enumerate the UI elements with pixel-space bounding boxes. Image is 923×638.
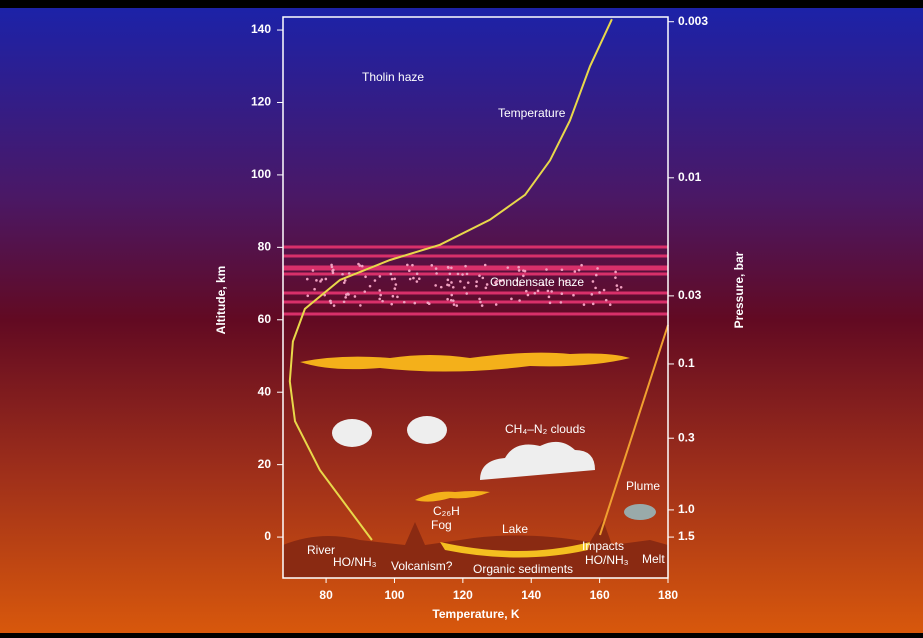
y-tick-label: 20: [258, 457, 272, 471]
annotation: Fog: [431, 518, 452, 532]
annotation: Condensate haze: [490, 275, 584, 289]
y2-tick-label: 1.0: [678, 502, 695, 516]
annotation: HO/NH₃: [333, 555, 377, 569]
y2-tick-label: 0.03: [678, 288, 702, 302]
annotation: Impacts: [582, 539, 624, 553]
y-tick-label: 100: [251, 167, 271, 181]
y-tick-label: 120: [251, 95, 271, 109]
annotation: CH₄–N₂ clouds: [505, 422, 585, 436]
x-tick-label: 140: [521, 588, 541, 602]
annotation: River: [307, 543, 335, 557]
x-tick-label: 120: [453, 588, 473, 602]
x-tick-label: 100: [384, 588, 404, 602]
y-axis-title: Altitude, km: [214, 266, 228, 335]
y-tick-label: 40: [258, 384, 272, 398]
x-tick-label: 80: [319, 588, 333, 602]
x-tick-label: 160: [590, 588, 610, 602]
x-tick-label: 180: [658, 588, 678, 602]
annotation: C₂₆H: [433, 504, 460, 518]
series-label: Temperature: [498, 106, 566, 120]
annotation: Tholin haze: [362, 70, 424, 84]
annotation: Volcanism?: [391, 559, 453, 573]
x-axis-title: Temperature, K: [432, 607, 519, 621]
annotation: HO/NH₃: [585, 553, 629, 567]
annotation: Melt: [642, 552, 665, 566]
background: [0, 8, 923, 633]
y2-tick-label: 0.003: [678, 14, 708, 28]
annotation: Lake: [502, 522, 528, 536]
y2-axis-title: Pressure, bar: [732, 251, 746, 328]
annotation: Organic sediments: [473, 562, 573, 576]
y-tick-label: 0: [264, 529, 271, 543]
y2-tick-label: 0.01: [678, 170, 702, 184]
y-tick-label: 60: [258, 312, 272, 326]
y2-tick-label: 0.3: [678, 430, 695, 444]
y2-tick-label: 0.1: [678, 356, 695, 370]
chart: Temperature, K Altitude, km Pressure, ba…: [0, 0, 923, 633]
y2-tick-label: 1.5: [678, 529, 695, 543]
y-tick-label: 140: [251, 22, 271, 36]
annotation: Plume: [626, 479, 660, 493]
y-tick-label: 80: [258, 240, 272, 254]
